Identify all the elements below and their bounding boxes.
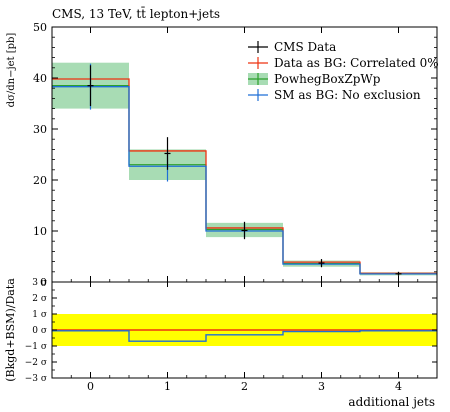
- x-tick-label: 2: [241, 380, 248, 393]
- y-tick-label: 10: [33, 225, 47, 238]
- top-y-axis-label: dσ/dn−jet [pb]: [6, 33, 17, 108]
- legend: CMS Data Data as BG: Correlated 0% PowhegB…: [248, 40, 439, 102]
- series-line-sm-as-bg: [52, 86, 437, 275]
- bottom-y-axis-label: (Bkgd+BSM)/Data: [4, 278, 17, 382]
- series-line-powheg: [52, 85, 437, 275]
- legend-label: Data as BG: Correlated 0%: [274, 56, 439, 70]
- ratio-y-tick-label: −1 σ: [25, 342, 47, 352]
- legend-label: PowhegBoxZpWp: [274, 72, 381, 86]
- ratio-y-tick-label: 0 σ: [32, 326, 47, 336]
- main-plot-panel: 0 10 20 30 40 50: [33, 21, 438, 289]
- legend-label: CMS Data: [274, 40, 336, 54]
- legend-label: SM as BG: No exclusion: [274, 88, 421, 102]
- ratio-y-tick-label: 1 σ: [32, 310, 47, 320]
- ratio-y-tick-label: 2 σ: [32, 294, 47, 304]
- y-tick-label: 0: [40, 276, 47, 289]
- ratio-y-tick-label: −3 σ: [25, 374, 47, 384]
- y-tick-label: 50: [33, 21, 47, 34]
- ratio-plot-panel: −3 σ−2 σ−1 σ0 σ1 σ2 σ3 σ0 1 2 3 4: [25, 278, 438, 393]
- x-tick-label: 0: [87, 380, 94, 393]
- x-tick-label: 1: [164, 380, 171, 393]
- x-axis-label: additional jets: [348, 395, 435, 409]
- y-tick-label: 20: [33, 174, 47, 187]
- y-tick-label: 40: [33, 72, 47, 85]
- ratio-y-tick-label: 3 σ: [32, 278, 47, 288]
- x-tick-label: 3: [318, 380, 325, 393]
- ratio-line-sm-as-bg: [52, 330, 437, 342]
- y-tick-label: 30: [33, 123, 47, 136]
- ratio-y-tick-label: −2 σ: [25, 358, 47, 368]
- chart-title: CMS, 13 TeV, tt̄ lepton+jets: [52, 5, 220, 21]
- x-tick-label: 4: [395, 380, 402, 393]
